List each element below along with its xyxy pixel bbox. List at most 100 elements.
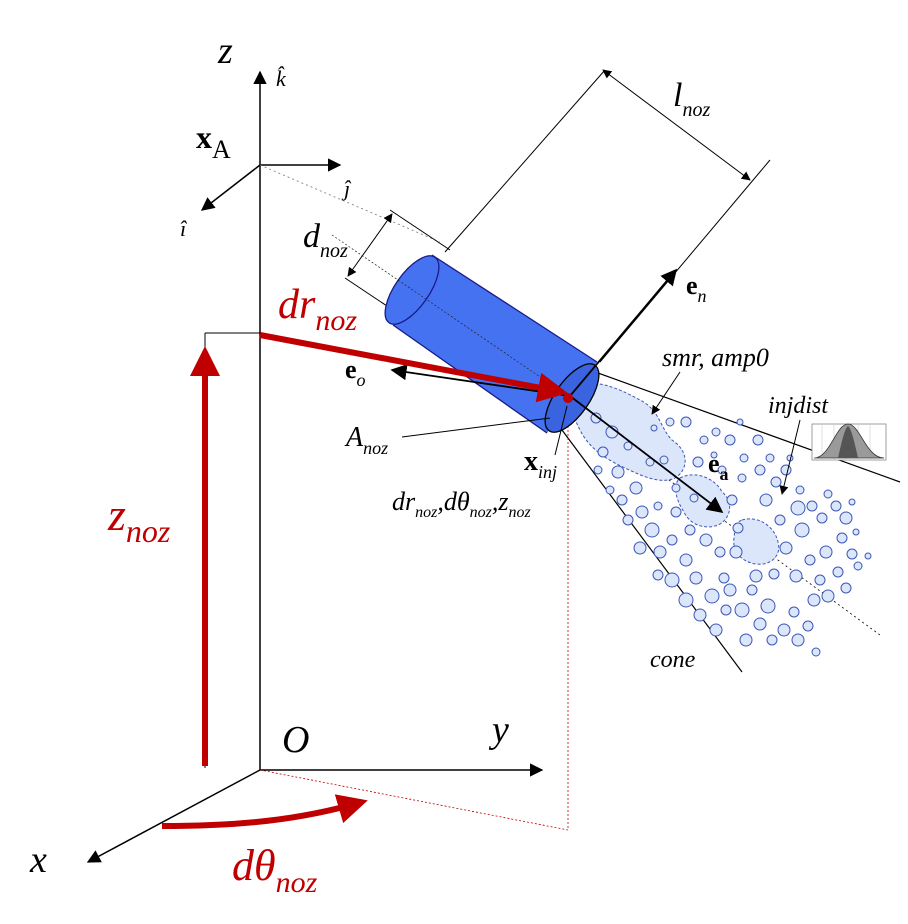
cone-label: cone — [650, 647, 696, 673]
droplet — [720, 604, 732, 616]
droplet — [766, 634, 778, 646]
droplet — [830, 500, 842, 512]
droplet — [718, 572, 730, 584]
droplet — [864, 552, 872, 560]
droplet — [622, 514, 634, 526]
droplet — [726, 494, 738, 506]
droplet — [759, 493, 773, 507]
eo-label: eo — [345, 355, 366, 390]
xA-label: xA — [196, 119, 231, 164]
droplet — [644, 522, 660, 538]
droplet — [597, 446, 609, 458]
droplet — [795, 485, 805, 495]
j-hat-label: ĵ — [341, 176, 352, 201]
droplet — [684, 524, 696, 536]
droplet — [616, 494, 628, 506]
droplet — [729, 545, 743, 559]
droplet — [650, 424, 658, 432]
droplet — [852, 528, 860, 536]
injdist-label: injdist — [768, 393, 829, 419]
droplet — [665, 417, 675, 427]
leader-lines — [651, 371, 801, 495]
x-axis-label: x — [29, 839, 47, 881]
droplet — [605, 485, 615, 495]
droplet — [723, 583, 737, 597]
droplet — [790, 500, 806, 516]
i-hat-label: î — [180, 216, 188, 241]
droplet — [714, 546, 726, 558]
droplet — [679, 553, 693, 567]
droplet — [749, 569, 763, 583]
droplet — [709, 623, 723, 637]
droplet — [717, 465, 727, 475]
droplet — [671, 483, 681, 493]
droplet — [780, 464, 792, 476]
droplet — [848, 498, 856, 506]
droplet — [692, 456, 704, 468]
nozzle-cylinder — [331, 234, 600, 434]
A-noz-label: Anoz — [344, 422, 388, 458]
droplet — [736, 418, 744, 426]
droplet — [611, 465, 625, 479]
droplet — [670, 506, 682, 518]
dtheta-noz-label: dθnoz — [232, 841, 318, 899]
droplet — [724, 434, 736, 446]
l-noz-label: lnoz — [673, 77, 710, 121]
droplet — [832, 566, 844, 578]
y-axis-label: y — [488, 709, 509, 751]
k-hat-label: k̂ — [276, 66, 287, 91]
injection-point — [563, 393, 573, 403]
droplet — [804, 554, 816, 566]
droplet — [816, 512, 828, 524]
droplet — [659, 455, 669, 465]
en-vector — [569, 268, 678, 397]
droplet — [760, 598, 776, 614]
droplet — [806, 500, 818, 512]
ea-vector — [569, 395, 724, 513]
droplet — [653, 501, 663, 511]
origin-label: O — [282, 719, 309, 761]
droplet — [629, 481, 643, 495]
droplet — [752, 434, 764, 446]
droplet — [739, 453, 749, 463]
droplet — [699, 533, 713, 547]
droplet — [653, 545, 667, 559]
droplet — [711, 427, 721, 437]
x-inj-label: xinj — [524, 446, 557, 482]
droplet — [811, 647, 821, 657]
droplet — [807, 593, 821, 607]
spray-droplets — [590, 412, 872, 657]
droplet — [774, 514, 786, 526]
droplet — [791, 633, 805, 647]
en-label: en — [686, 271, 707, 306]
droplet — [789, 569, 803, 583]
droplet — [788, 606, 800, 618]
droplet — [680, 416, 692, 428]
droplet — [846, 548, 858, 560]
droplet — [623, 441, 633, 451]
droplet — [754, 464, 766, 476]
ea-label: ea — [708, 449, 729, 484]
droplet — [737, 473, 747, 483]
droplet — [840, 582, 852, 594]
nozzle-params-label: drnoz,dθnoz,znoz — [392, 487, 532, 521]
droplet — [853, 561, 863, 571]
droplet — [823, 489, 833, 499]
droplet — [836, 532, 848, 544]
droplet — [664, 572, 680, 588]
droplet — [693, 608, 707, 622]
droplet — [777, 623, 791, 637]
z-noz-label: znoz — [107, 489, 171, 549]
droplet — [768, 568, 780, 580]
droplet — [765, 453, 775, 463]
droplet — [802, 620, 814, 632]
coordinate-axes — [86, 70, 544, 863]
droplet — [704, 588, 720, 604]
droplet — [770, 476, 782, 488]
dr-noz-label: drnoz — [278, 282, 357, 337]
droplet — [794, 522, 810, 538]
droplet — [821, 589, 835, 603]
droplet — [814, 574, 826, 586]
droplet — [678, 592, 694, 608]
